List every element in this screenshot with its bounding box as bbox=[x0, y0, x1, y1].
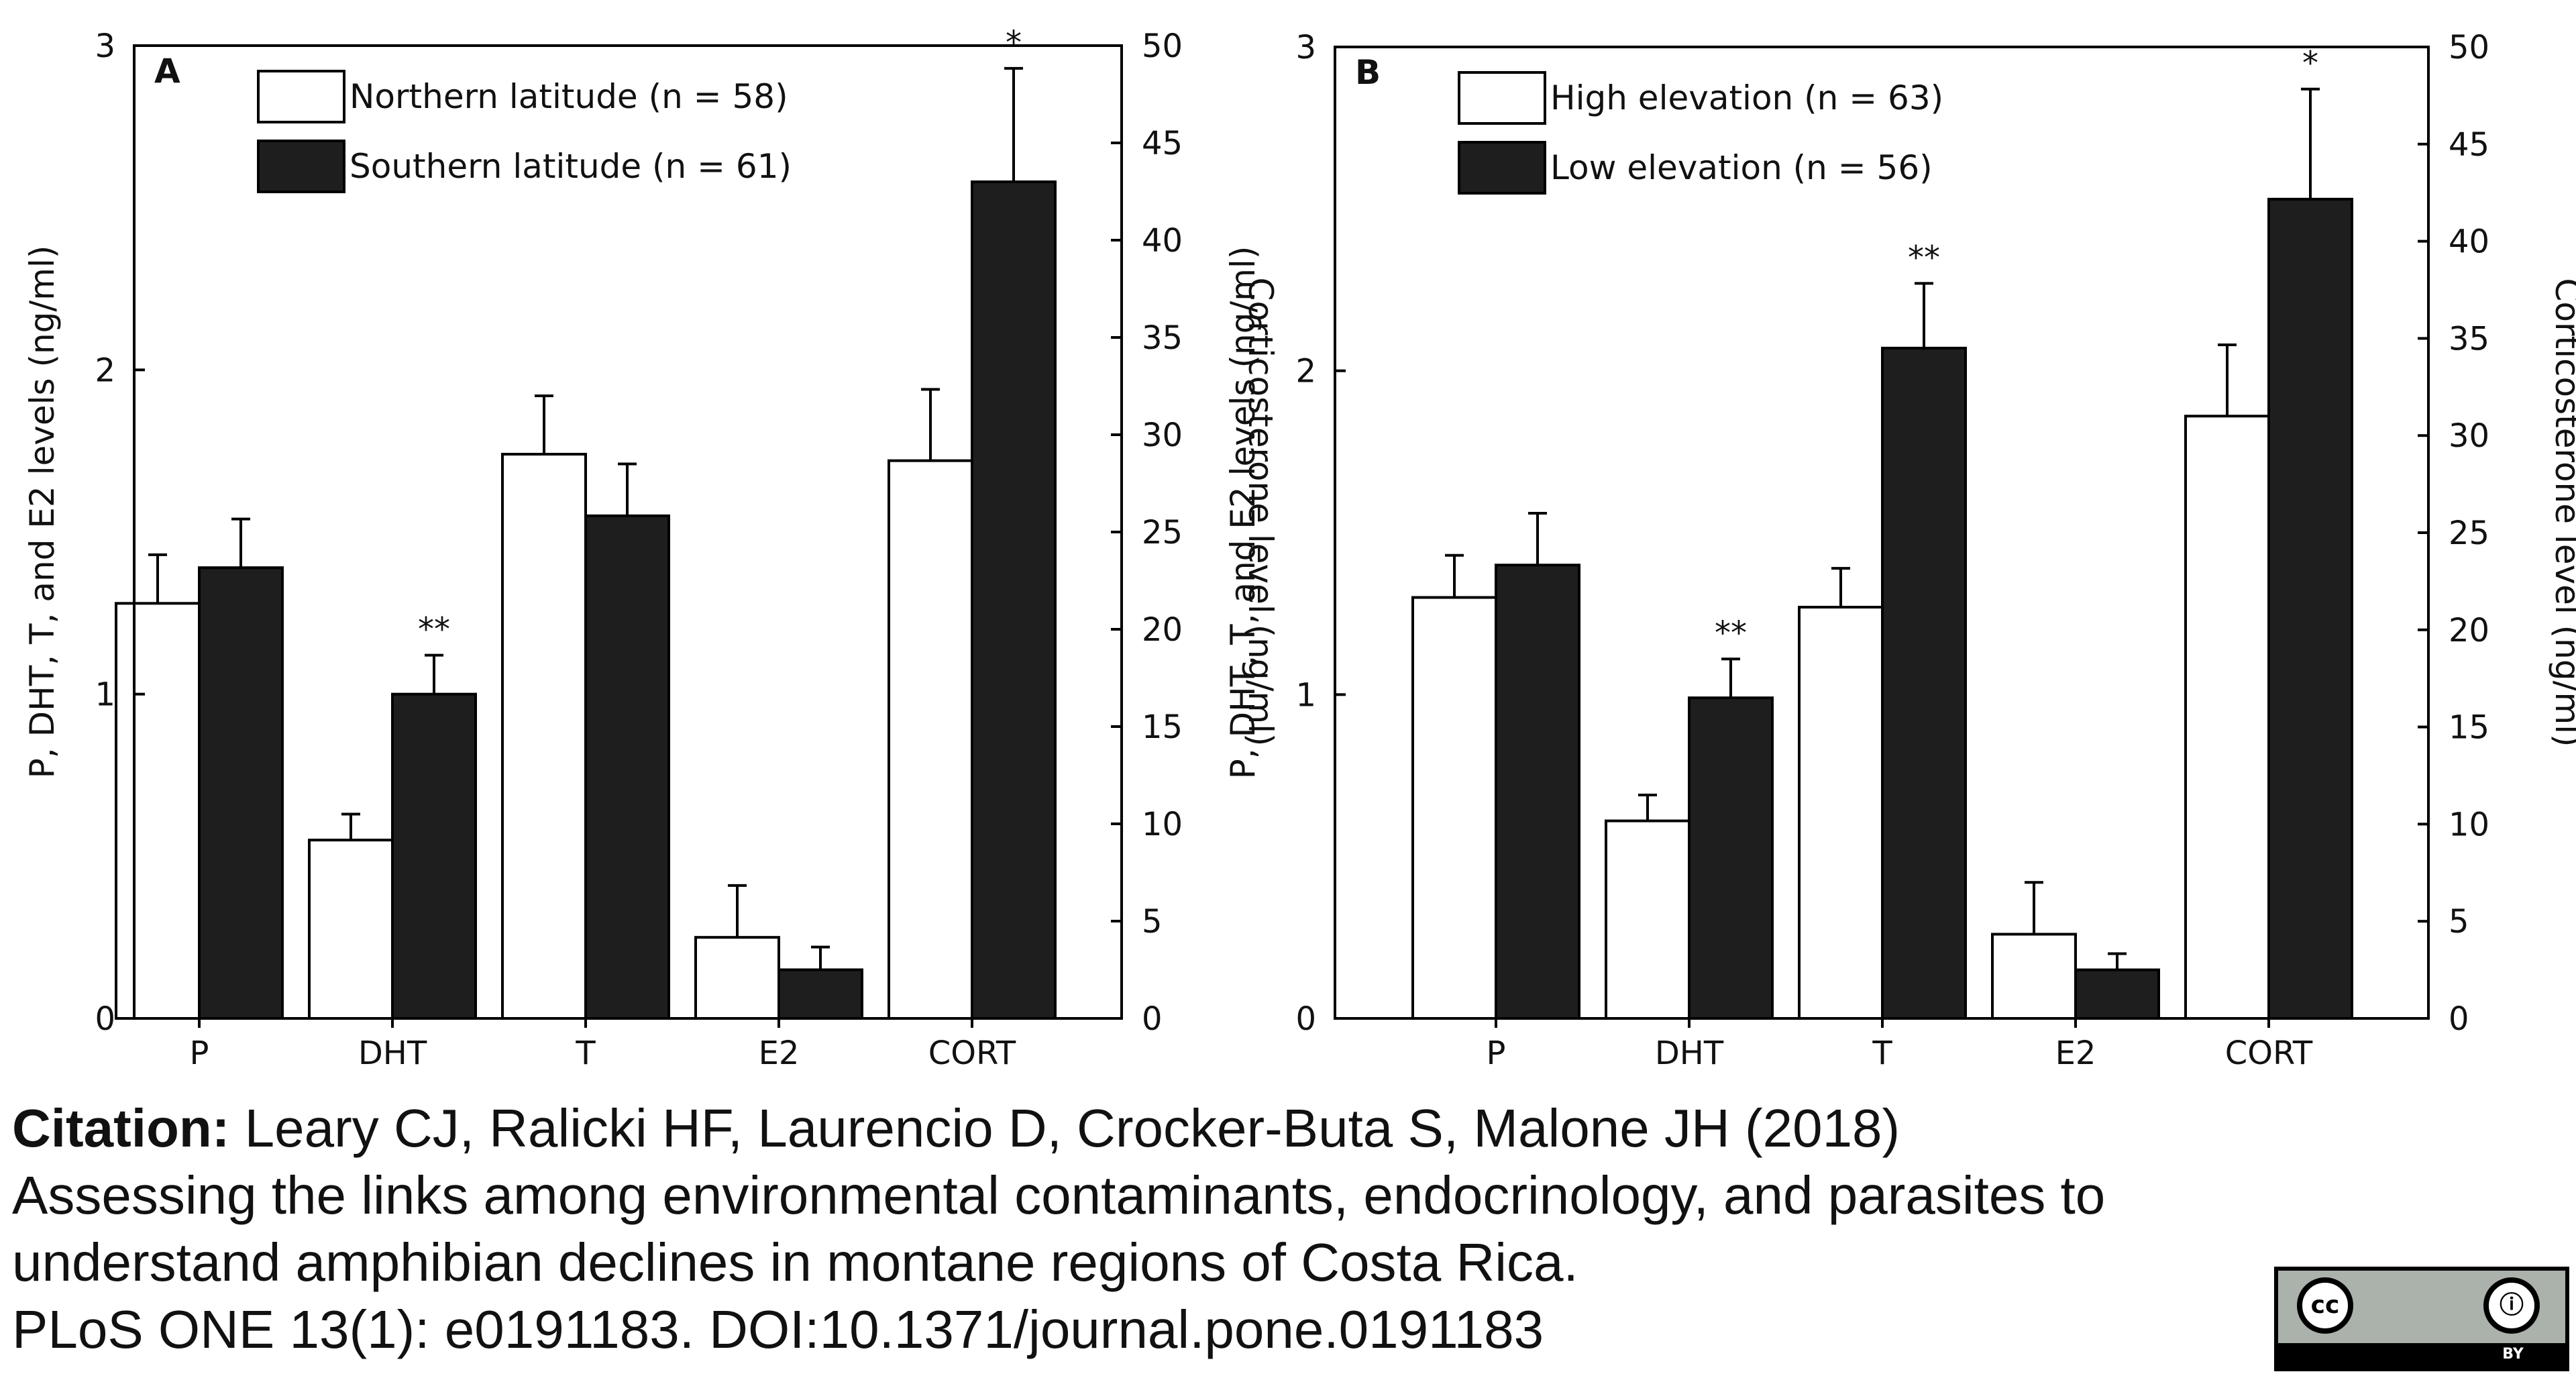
creative-commons-icon: cc bbox=[2297, 1277, 2353, 1334]
y2-axis-label: Corticosterone level (ng/ml) bbox=[2548, 278, 2576, 747]
bar bbox=[115, 602, 201, 1020]
panel-a: P DHT T E2 CORT***012305101520253035404550P,… bbox=[23, 24, 1280, 1072]
citation-journal: PLoS ONE 13(1): e0191183. DOI:10.1371/jo… bbox=[12, 1300, 1544, 1359]
legend-label: Southern latitude (n = 61) bbox=[350, 147, 792, 186]
bar bbox=[501, 453, 587, 1020]
y2-tick-label: 15 bbox=[2449, 709, 2489, 747]
citation-block: Citation: Leary CJ, Ralicki HF, Laurenci… bbox=[12, 1095, 2427, 1363]
bar bbox=[2074, 968, 2160, 1020]
y-tick-label: 3 bbox=[1295, 29, 1316, 66]
y2-tick-label: 20 bbox=[1142, 611, 1183, 649]
y2-tick-label: 15 bbox=[1142, 708, 1183, 746]
x-tick-label: T bbox=[1872, 1035, 1892, 1072]
bar bbox=[694, 936, 780, 1020]
y2-tick-label: 25 bbox=[2449, 515, 2489, 552]
x-tick-label: DHT bbox=[358, 1035, 427, 1072]
legend-swatch bbox=[1458, 71, 1546, 125]
citation-line-1: Citation: Leary CJ, Ralicki HF, Laurenci… bbox=[12, 1095, 2427, 1162]
significance-mark: * bbox=[2302, 45, 2318, 83]
y-tick-label: 0 bbox=[1295, 1000, 1316, 1038]
y2-axis-label: Corticosterone level (ng/ml) bbox=[1241, 277, 1280, 746]
y2-tick-label: 50 bbox=[1142, 28, 1183, 65]
y2-tick-label: 20 bbox=[2449, 612, 2489, 649]
y-axis-label: P, DHT, T, and E2 levels (ng/ml) bbox=[1224, 246, 1263, 780]
y-tick-label: 3 bbox=[95, 28, 115, 65]
legend-label: Northern latitude (n = 58) bbox=[350, 77, 788, 116]
y-tick-label: 1 bbox=[95, 676, 115, 714]
citation-title-2: understand amphibian declines in montane… bbox=[12, 1232, 1578, 1292]
y2-tick-label: 10 bbox=[2449, 806, 2489, 843]
y2-tick-label: 45 bbox=[2449, 126, 2489, 164]
bar bbox=[584, 514, 670, 1020]
x-tick-label: DHT bbox=[1655, 1035, 1724, 1072]
significance-mark: ** bbox=[418, 611, 450, 649]
bar bbox=[198, 566, 284, 1020]
y2-tick-label: 10 bbox=[1142, 806, 1183, 843]
figure-canvas: P DHT T E2 CORT***012305101520253035404550P,… bbox=[23, 24, 2576, 1072]
citation-title-1: Assessing the links among environmental … bbox=[12, 1165, 2106, 1225]
panel-letter: A bbox=[154, 52, 180, 91]
y2-tick-label: 30 bbox=[2449, 417, 2489, 455]
y-tick-label: 0 bbox=[95, 1000, 115, 1038]
legend-swatch bbox=[1458, 141, 1546, 195]
bar bbox=[1688, 696, 1774, 1020]
panel-b: P DHT T E2 CORT*****012305101520253035404550… bbox=[1224, 29, 2576, 1072]
x-tick-label: CORT bbox=[928, 1035, 1016, 1072]
bar bbox=[1605, 819, 1690, 1020]
y-tick-label: 2 bbox=[95, 352, 115, 389]
legend-label: Low elevation (n = 56) bbox=[1550, 148, 1933, 187]
bar bbox=[1881, 346, 1967, 1020]
significance-mark: ** bbox=[1715, 615, 1747, 652]
badge-by-label: BY bbox=[2502, 1346, 2524, 1363]
attribution-person-icon: ⓘ bbox=[2483, 1277, 2540, 1334]
y2-tick-label: 0 bbox=[1142, 1000, 1163, 1038]
bar bbox=[888, 459, 973, 1020]
citation-authors: Leary CJ, Ralicki HF, Laurencio D, Crock… bbox=[244, 1098, 1900, 1158]
badge-dark-strip bbox=[2278, 1343, 2565, 1367]
y2-tick-label: 25 bbox=[1142, 514, 1183, 551]
y2-tick-label: 35 bbox=[1142, 319, 1183, 357]
y2-tick-label: 5 bbox=[2449, 903, 2469, 941]
y2-tick-label: 30 bbox=[1142, 417, 1183, 454]
bar bbox=[1798, 606, 1884, 1020]
y2-tick-label: 0 bbox=[2449, 1000, 2469, 1038]
panel-letter: B bbox=[1355, 53, 1381, 92]
x-tick-label: P bbox=[190, 1035, 209, 1072]
y-tick-label: 2 bbox=[1295, 353, 1316, 390]
x-tick-label: E2 bbox=[759, 1035, 800, 1072]
bar bbox=[1411, 596, 1497, 1020]
bar bbox=[2184, 415, 2270, 1020]
bar bbox=[777, 968, 863, 1020]
bar bbox=[391, 692, 477, 1020]
y2-tick-label: 40 bbox=[1142, 222, 1183, 260]
legend-swatch bbox=[257, 140, 345, 193]
x-tick-label: P bbox=[1487, 1035, 1506, 1072]
x-tick-label: E2 bbox=[2055, 1035, 2096, 1072]
y2-tick-label: 35 bbox=[2449, 320, 2489, 358]
y2-tick-label: 50 bbox=[2449, 29, 2489, 66]
legend-swatch bbox=[257, 70, 345, 123]
x-tick-label: CORT bbox=[2225, 1035, 2313, 1072]
citation-label: Citation: bbox=[12, 1098, 230, 1158]
bar bbox=[2267, 197, 2353, 1020]
y-axis-label: P, DHT, T, and E2 levels (ng/ml) bbox=[23, 246, 62, 779]
legend-label: High elevation (n = 63) bbox=[1550, 78, 1943, 117]
bar bbox=[308, 839, 394, 1020]
bar bbox=[971, 180, 1057, 1020]
y-tick-label: 1 bbox=[1295, 676, 1316, 714]
y2-tick-label: 5 bbox=[1142, 903, 1163, 941]
x-tick-label: T bbox=[575, 1035, 596, 1072]
significance-mark: * bbox=[1006, 24, 1022, 62]
y2-tick-label: 40 bbox=[2449, 223, 2489, 261]
bar bbox=[1495, 564, 1580, 1020]
bar bbox=[1991, 933, 2077, 1020]
cc-by-license-badge[interactable]: cc ⓘ BY bbox=[2274, 1267, 2569, 1371]
y2-tick-label: 45 bbox=[1142, 125, 1183, 162]
significance-mark: ** bbox=[1908, 239, 1940, 276]
